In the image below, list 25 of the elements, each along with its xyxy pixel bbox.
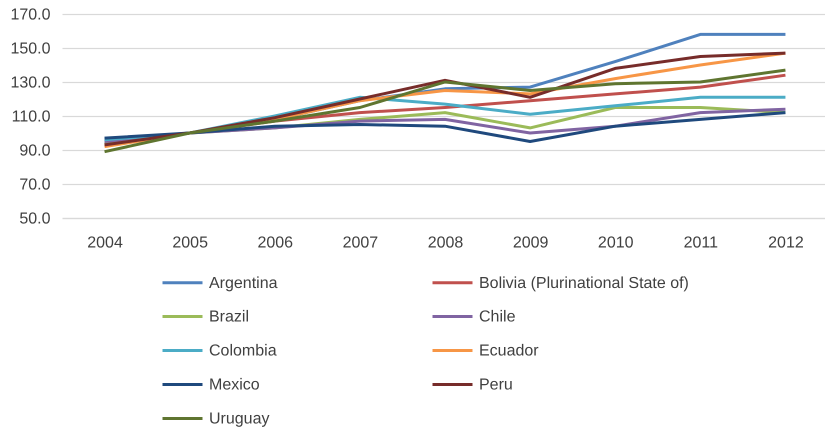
x-tick-label: 2005 xyxy=(172,234,208,252)
legend-label: Chile xyxy=(479,308,516,326)
legend-label: Uruguay xyxy=(209,410,270,428)
legend-label: Bolivia (Plurinational State of) xyxy=(479,274,689,292)
x-tick-label: 2010 xyxy=(598,234,634,252)
y-tick-label: 130.0 xyxy=(10,74,51,92)
legend-label: Ecuador xyxy=(479,342,540,360)
y-tick-label: 70.0 xyxy=(19,176,51,194)
legend-label: Mexico xyxy=(209,376,260,394)
y-tick-label: 90.0 xyxy=(19,142,51,160)
x-tick-label: 2007 xyxy=(342,234,378,252)
legend-label: Peru xyxy=(479,376,513,394)
x-tick-label: 2008 xyxy=(428,234,464,252)
legend-label: Brazil xyxy=(209,308,250,326)
x-tick-label: 2006 xyxy=(257,234,294,252)
y-tick-label: 50.0 xyxy=(19,210,51,228)
x-tick-label: 2011 xyxy=(684,234,718,252)
y-tick-label: 150.0 xyxy=(10,40,51,58)
y-tick-label: 110.0 xyxy=(12,108,51,126)
y-tick-label: 170.0 xyxy=(10,6,51,24)
legend-label: Argentina xyxy=(209,274,278,292)
x-tick-label: 2012 xyxy=(768,234,804,252)
x-tick-label: 2004 xyxy=(87,234,123,252)
legend-label: Colombia xyxy=(209,342,277,360)
x-tick-label: 2009 xyxy=(512,234,549,252)
